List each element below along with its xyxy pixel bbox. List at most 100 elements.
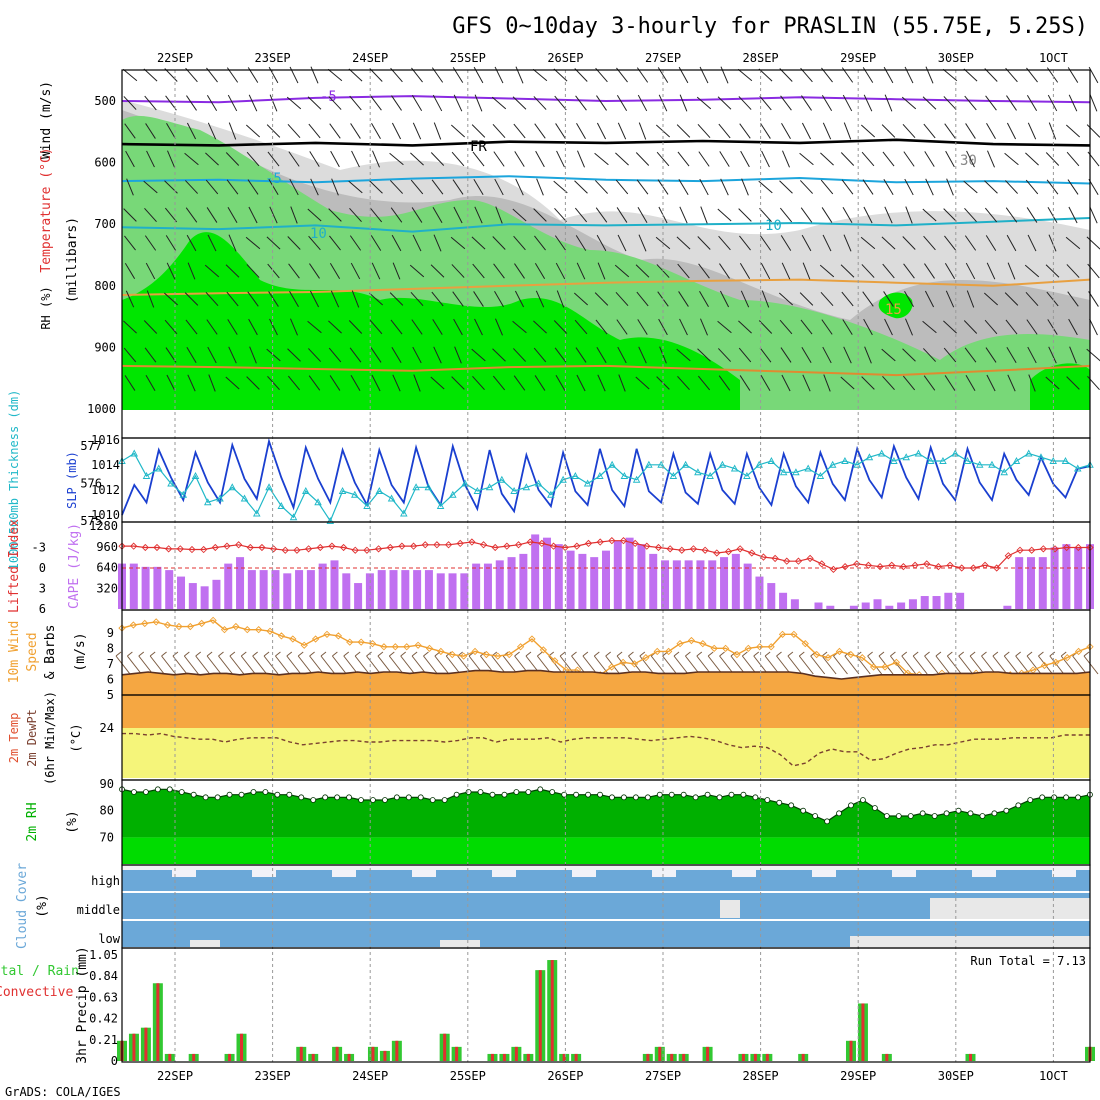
wind-barb <box>227 206 238 224</box>
cape-bar <box>873 599 882 609</box>
wind-barb <box>901 96 917 110</box>
cape-bar <box>177 576 186 609</box>
rh2m-point <box>895 813 902 819</box>
cloud-low-gap <box>850 936 1090 947</box>
wind-barb <box>964 95 977 111</box>
wind-barb <box>760 374 771 392</box>
wind-barb <box>290 318 298 336</box>
li-point <box>666 545 674 553</box>
wind10-barb <box>890 655 905 675</box>
wind10-barb <box>297 655 313 675</box>
wind10-barb-flag <box>878 651 885 657</box>
li-point <box>806 554 814 563</box>
cape-bar <box>389 570 398 609</box>
wind-barb <box>596 347 607 363</box>
wind-barb <box>985 347 997 363</box>
wind-barb <box>143 180 158 194</box>
thickness-point <box>1049 457 1057 464</box>
cape-bar <box>507 557 516 609</box>
wind10-barb <box>730 655 746 675</box>
wind-barb <box>840 376 855 390</box>
wind-barb <box>245 236 261 250</box>
wind-barb <box>430 152 445 166</box>
wind-barb <box>535 150 545 168</box>
wind-barb <box>451 376 465 390</box>
wind-barb <box>944 235 956 251</box>
wind-barb <box>903 263 915 279</box>
li-tick-label: -3 <box>32 541 46 555</box>
wind-barb <box>820 179 834 195</box>
wind-barb <box>699 178 709 196</box>
rh2m-point <box>848 802 854 809</box>
wind10-barb-flag <box>628 651 634 657</box>
thickness-point <box>155 464 163 472</box>
rh2m-point <box>931 813 938 819</box>
precip-conv-bar <box>706 1046 710 1061</box>
li-point <box>759 553 768 561</box>
wind-barb <box>555 123 566 139</box>
date-label-top: 1OCT <box>1039 51 1068 65</box>
wind-barb <box>1086 236 1100 250</box>
cape-bar <box>661 560 670 609</box>
thickness-point <box>424 483 433 491</box>
slp-tick-label: 1010 <box>91 508 120 522</box>
wind10-point <box>289 635 297 643</box>
li-point <box>153 543 161 552</box>
wind-barb <box>860 124 876 138</box>
wind-barb <box>698 151 710 167</box>
wind-barb <box>615 179 629 195</box>
wind10-point <box>687 636 696 645</box>
wind-barb <box>288 151 300 167</box>
wind10-barb <box>1072 655 1088 675</box>
wind10-barb <box>844 655 860 675</box>
wind-barb <box>555 374 566 392</box>
wind-barb <box>371 122 381 140</box>
wind-barb <box>922 208 937 222</box>
wind10-barb-flag <box>696 651 703 657</box>
wind10-barb-flag <box>605 651 612 657</box>
rh2m-point <box>752 794 759 801</box>
wind-barb <box>758 68 773 82</box>
wind-barb <box>350 262 361 280</box>
t2m-unit-label: (°C) <box>69 724 83 753</box>
wind10-barb-flag <box>411 651 418 657</box>
frames-layer <box>121 69 1091 1063</box>
rh2m-point <box>656 791 663 798</box>
wind-barb <box>944 123 956 139</box>
wind-barb <box>595 207 608 223</box>
wind10-point <box>516 643 525 651</box>
wind-barb <box>759 95 772 111</box>
rh2m-point <box>728 791 735 798</box>
rh2m-point <box>597 791 603 798</box>
pressure-tick-label: 1000 <box>87 402 116 416</box>
date-label-top: 28SEP <box>743 51 779 65</box>
thickness-point <box>142 472 151 479</box>
rh2m-point <box>1039 794 1046 801</box>
wind-barb <box>924 263 935 279</box>
wind-barb <box>1046 291 1059 307</box>
wind-barb <box>391 95 402 111</box>
precip-tick-label: 0.42 <box>89 1012 118 1026</box>
wind-barb <box>760 262 771 280</box>
wind10-barb <box>821 655 837 675</box>
cape-bar <box>200 586 209 609</box>
wind-barb <box>717 320 732 334</box>
wind-barb <box>697 123 711 139</box>
wind10-point <box>368 640 377 648</box>
wind-barb <box>287 123 301 139</box>
wind10-point <box>391 643 399 651</box>
thickness-point <box>240 494 249 502</box>
cape-bar <box>1026 557 1035 609</box>
precip-conv-bar <box>574 1053 578 1061</box>
cape-bar <box>625 537 634 609</box>
cape-bar <box>271 570 280 609</box>
t2m-panel: 24 <box>100 669 1091 778</box>
rh2m-point <box>692 794 699 801</box>
rh2m-point <box>393 794 400 801</box>
precip-conv-bar <box>192 1053 196 1061</box>
wind-barb <box>513 123 526 139</box>
wind10-barb <box>149 655 165 675</box>
wind10-barb-flag <box>958 651 965 657</box>
wind-barb <box>473 291 484 307</box>
wind-barb <box>577 150 585 168</box>
